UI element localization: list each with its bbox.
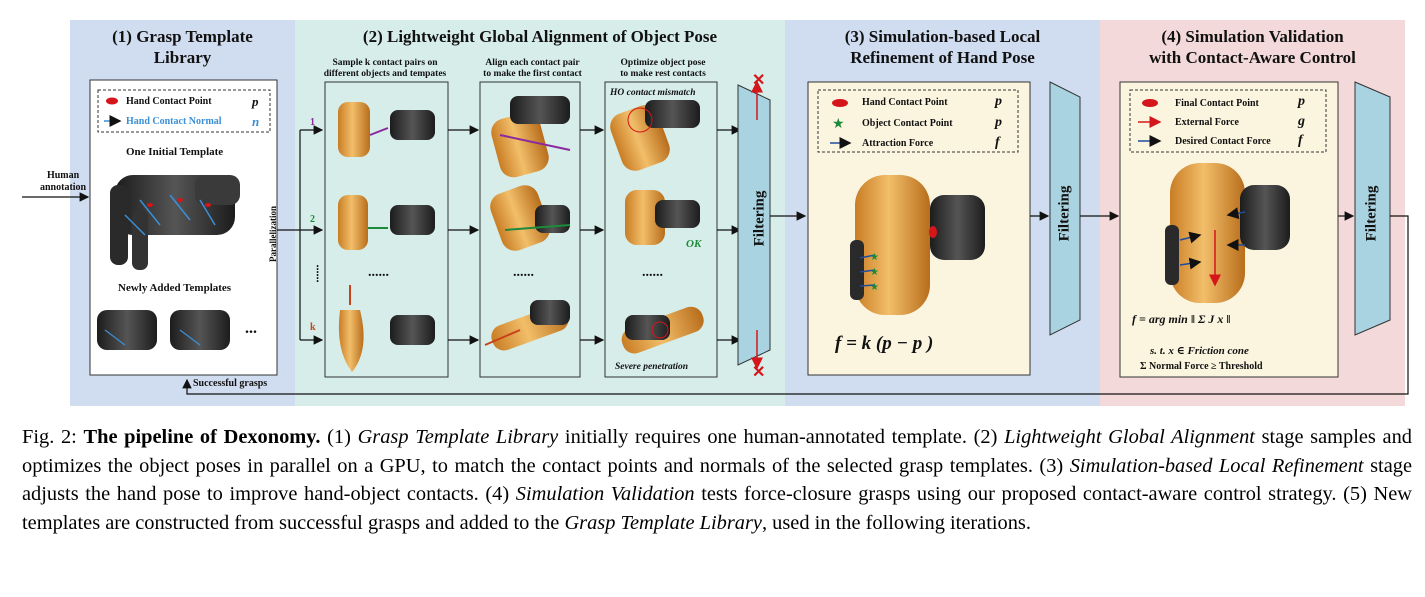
templates-ellipsis: ... [245,320,257,337]
svg-text:★: ★ [870,282,879,293]
control-eq-line2: s. t. x ∈ Friction cone [1150,345,1249,357]
svg-text:★: ★ [832,117,845,132]
p4-legend-sym-point: p [1298,94,1305,109]
p3-legend-sym-force: f [995,135,1000,150]
legend-symbol-p: p [252,94,259,109]
p4-legend-external-force: External Force [1175,117,1239,128]
caption-italic: Grasp Template Library [357,426,559,448]
caption-part: (1) [327,426,351,448]
one-initial-template-label: One Initial Template [126,146,224,158]
reject-icon-bottom: ✕ [752,364,766,381]
p3-legend-object-contact-point: Object Contact Point [862,118,953,129]
p4-legend-sym-ext: g [1298,114,1305,129]
col3-header: Optimize object pose to make rest contact… [620,58,706,79]
row-label-2: 2 [310,214,315,225]
p3-legend-sym-obj: p [995,115,1002,130]
p4-legend-final-contact-point: Final Contact Point [1175,98,1259,109]
row-label-k: k [310,322,316,333]
caption-italic: Lightweight Global Alignment [1004,426,1255,448]
p3-legend-hand-contact-point: Hand Contact Point [862,97,948,108]
pipeline-graphics: ★ ★ ★ ★ [22,79,1409,395]
parallel-dots: ...... [307,264,322,283]
caption-part: initially requires one human-annotated t… [564,426,998,448]
panel4-title: (4) Simulation Validation with Contact-Aw… [1149,27,1356,67]
control-eq-line1: f = arg min ‖ Σ J x ‖ [1132,312,1231,326]
p4-legend-desired-contact-force: Desired Contact Force [1175,136,1271,147]
svg-text:★: ★ [870,252,879,263]
caption-part: , used in the following iterations. [761,511,1031,534]
severe-penetration-label: Severe penetration [615,362,689,372]
filtering-label-2: Filtering [1056,185,1073,242]
attraction-equation: f = k (p − p ) [835,333,934,354]
p3-legend-sym-hand: p [995,94,1002,109]
initial-template-hand [110,175,240,270]
col1-dots: ...... [368,265,389,280]
parallelization-label: Parallelization [268,206,278,262]
caption-part: stage samples and optimizes the object p… [22,426,1412,477]
p3-legend-attraction-force: Attraction Force [862,138,934,149]
successful-grasps-label: Successful grasps [193,378,268,389]
reject-icon-top: ✕ [752,72,766,89]
caption-fig-number: Fig. 2: [22,426,77,448]
newly-added-templates-label: Newly Added Templates [118,282,232,294]
ok-label: OK [686,238,702,250]
figure-caption: Fig. 2: The pipeline of Dexonomy. (1) Gr… [22,423,1412,537]
col2-dots: ...... [513,265,534,280]
col3-dots: ...... [642,265,663,280]
col1-header: Sample k contact pairs on different objec… [323,58,447,79]
caption-italic: Grasp Template Library [564,511,762,534]
filtering-label-1: Filtering [751,190,768,247]
svg-text:★: ★ [870,267,879,278]
legend-symbol-n: n [252,114,260,129]
p4-legend-sym-force: f [1298,133,1303,148]
panel3-title: (3) Simulation-based Local Refinement of … [844,27,1041,67]
caption-part: stage adjusts the hand pose to improve h… [22,454,1412,506]
row-label-1: 1 [310,117,315,128]
legend-hand-contact-point: Hand Contact Point [126,96,212,107]
filtering-label-3: Filtering [1363,185,1380,242]
human-annotation-label: Human annotation [40,170,87,193]
panel2-title: (2) Lightweight Global Alignment of Obje… [362,27,718,46]
caption-italic: Simulation-based Local Refinement [1069,454,1364,477]
panel1-title: (1) Grasp Template Library [112,27,253,67]
control-eq-line3: Σ Normal Force ≥ Threshold [1140,361,1263,372]
caption-italic: Simulation Validation [515,483,695,505]
legend-hand-contact-normal: Hand Contact Normal [126,116,222,127]
caption-part: tests force-closure grasps using our pro… [22,483,1412,534]
caption-title: The pipeline of Dexonomy. [83,426,321,448]
col2-header: Align each contact pair to make the first… [483,58,582,79]
ho-contact-mismatch-label: HO contact mismatch [610,88,696,98]
